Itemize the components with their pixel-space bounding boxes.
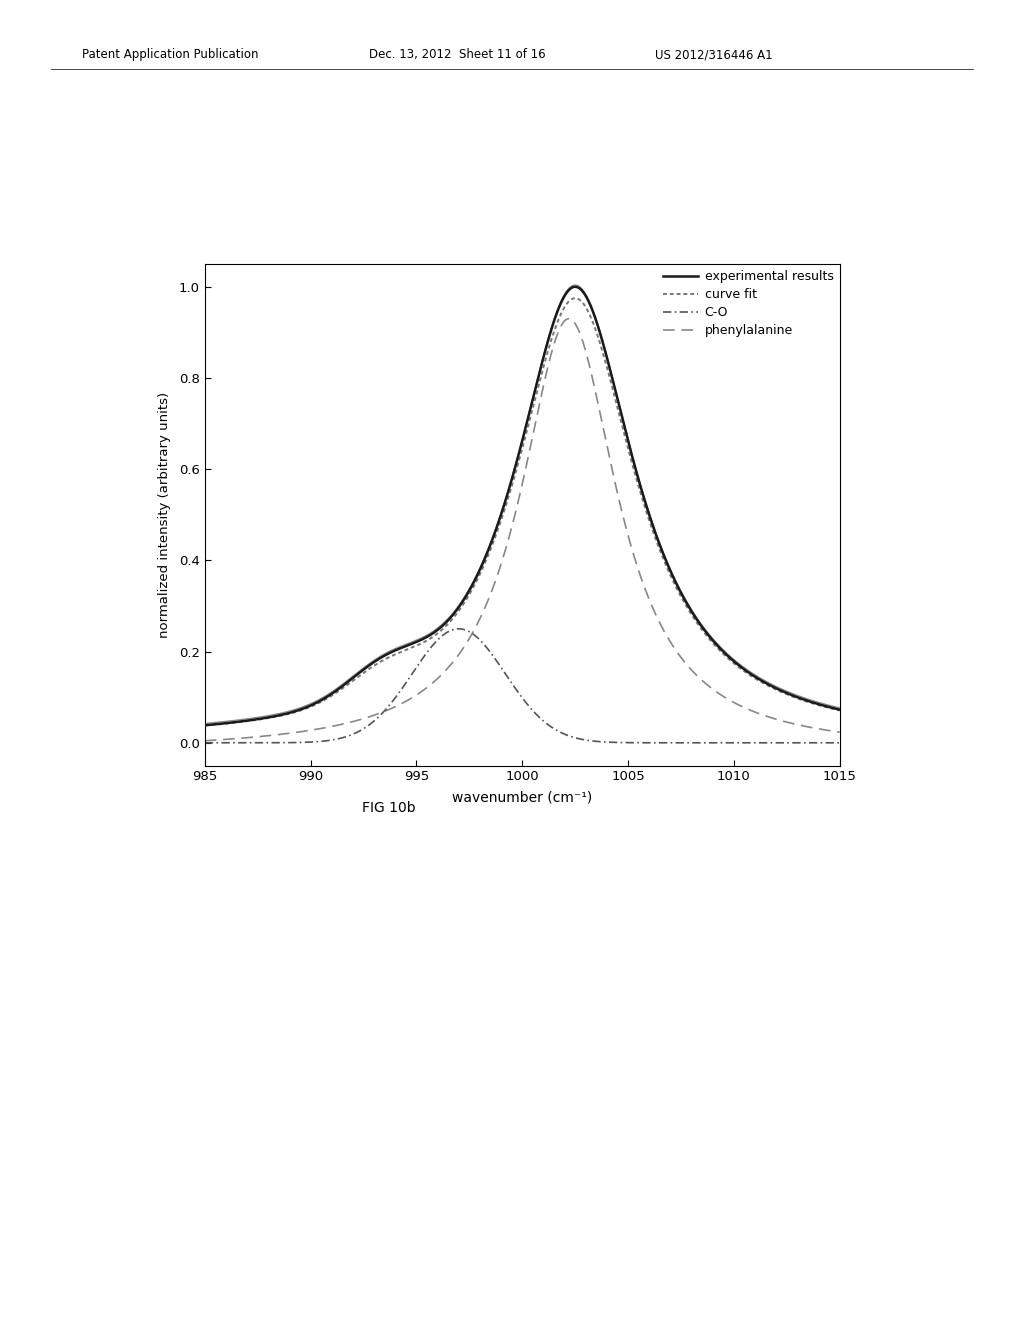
curve fit <box>231 714 244 730</box>
Text: Dec. 13, 2012  Sheet 11 of 16: Dec. 13, 2012 Sheet 11 of 16 <box>369 48 545 61</box>
experimental results <box>490 520 503 536</box>
curve fit <box>569 290 582 306</box>
phenylalanine <box>815 722 827 738</box>
phenylalanine <box>815 722 827 738</box>
curve fit <box>507 473 519 488</box>
Text: US 2012/316446 A1: US 2012/316446 A1 <box>655 48 773 61</box>
Line: curve fit: curve fit <box>205 298 840 726</box>
Line: experimental results: experimental results <box>205 286 840 725</box>
phenylalanine <box>834 725 846 741</box>
curve fit <box>834 702 846 718</box>
curve fit <box>815 698 827 714</box>
C-O <box>453 620 465 636</box>
C-O <box>698 735 711 751</box>
experimental results <box>199 717 211 733</box>
X-axis label: wavenumber (cm⁻¹): wavenumber (cm⁻¹) <box>453 791 592 804</box>
C-O <box>508 678 520 694</box>
Y-axis label: normalized intensity (arbitrary units): normalized intensity (arbitrary units) <box>158 392 171 638</box>
phenylalanine <box>231 730 244 746</box>
experimental results <box>815 697 827 713</box>
Line: C-O: C-O <box>205 628 840 743</box>
experimental results <box>815 697 827 713</box>
experimental results <box>569 279 582 294</box>
Text: FIG 10b: FIG 10b <box>362 801 416 814</box>
experimental results <box>834 702 846 718</box>
C-O <box>490 653 503 669</box>
phenylalanine <box>698 675 711 690</box>
Line: phenylalanine: phenylalanine <box>205 318 840 741</box>
experimental results <box>231 714 244 730</box>
C-O <box>815 735 827 751</box>
phenylalanine <box>507 512 519 528</box>
C-O <box>231 735 244 751</box>
C-O <box>834 735 846 751</box>
curve fit <box>490 525 503 541</box>
C-O <box>815 735 827 751</box>
curve fit <box>698 626 711 642</box>
curve fit <box>815 698 827 714</box>
phenylalanine <box>199 733 211 748</box>
Legend: experimental results, curve fit, C-O, phenylalanine: experimental results, curve fit, C-O, ph… <box>664 271 834 337</box>
phenylalanine <box>490 569 503 585</box>
experimental results <box>507 466 519 482</box>
curve fit <box>199 718 211 734</box>
Text: Patent Application Publication: Patent Application Publication <box>82 48 258 61</box>
experimental results <box>698 623 711 639</box>
C-O <box>199 735 211 751</box>
phenylalanine <box>562 310 574 326</box>
